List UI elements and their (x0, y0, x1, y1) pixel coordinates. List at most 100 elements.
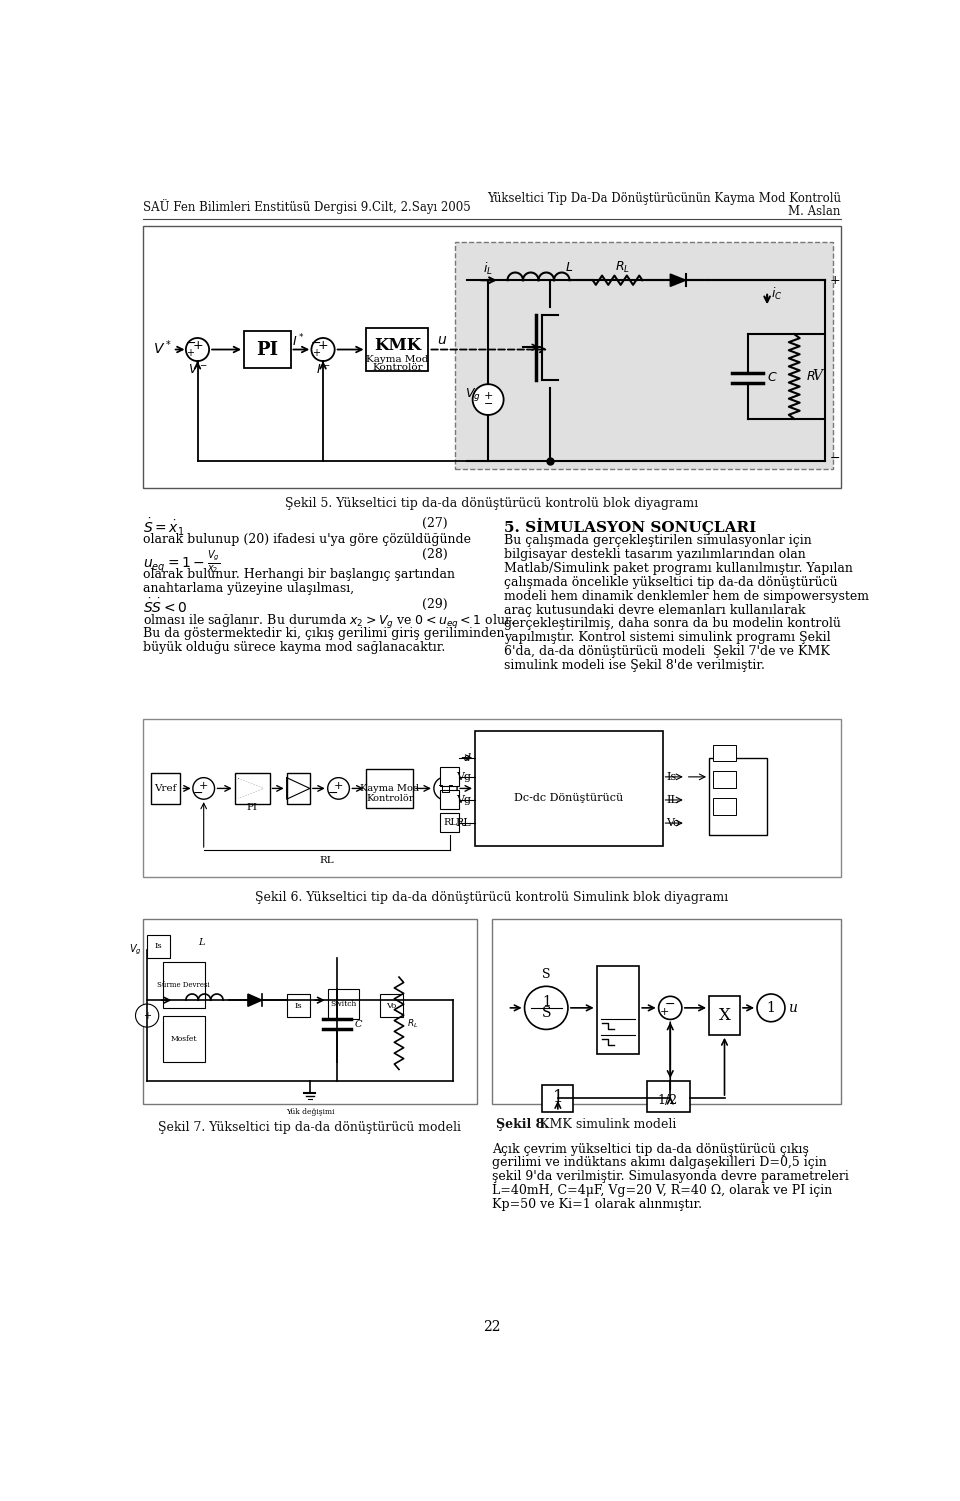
Text: gerçekleştirilmiş, daha sonra da bu modelin kontrolü: gerçekleştirilmiş, daha sonra da bu mode… (504, 617, 841, 630)
Bar (440, 814, 460, 833)
Text: araç kutusundaki devre elemanları kullanılarak: araç kutusundaki devre elemanları kullan… (504, 603, 805, 617)
Text: simulink modeli ise Şekil 8'de verilmiştir.: simulink modeli ise Şekil 8'de verilmişt… (504, 659, 764, 672)
Text: Bu çalışmada gerçekleştirilen simulasyonlar için: Bu çalışmada gerçekleştirilen simulasyon… (504, 534, 811, 548)
Bar (367, 327, 428, 371)
Bar (492, 919, 841, 1105)
Text: −: − (185, 336, 196, 350)
Text: M. Aslan: M. Aslan (788, 204, 841, 218)
Text: $i_L$: $i_L$ (483, 261, 493, 276)
Text: PI: PI (256, 341, 278, 359)
Bar (709, 997, 740, 1034)
Bar (440, 790, 460, 809)
Bar (647, 1081, 689, 1112)
Text: olarak bulunur. Herhangi bir başlangıç şartından: olarak bulunur. Herhangi bir başlangıç ş… (143, 569, 455, 581)
Text: +: + (192, 339, 203, 353)
Text: Vo: Vo (666, 818, 680, 829)
Bar (455, 242, 833, 468)
Text: KMK: KMK (373, 338, 421, 354)
Text: RL: RL (444, 818, 457, 827)
Text: RL: RL (455, 818, 471, 829)
Text: RL: RL (320, 856, 334, 865)
Text: Is: Is (666, 772, 677, 782)
Text: $I^-$: $I^-$ (316, 363, 330, 377)
Text: Açık çevrim yükseltici tip da-da dönüştürücü çıkış: Açık çevrim yükseltici tip da-da dönüştü… (492, 1142, 809, 1156)
Text: IL: IL (666, 796, 679, 805)
Text: Vref: Vref (155, 784, 177, 793)
Text: $R_L$: $R_L$ (614, 260, 630, 275)
Text: +: + (484, 390, 492, 401)
Text: Şekil 8.: Şekil 8. (496, 1118, 548, 1130)
Text: Şekil 7. Yükseltici tip da-da dönüştürücü modeli: Şekil 7. Yükseltici tip da-da dönüştürüc… (158, 1121, 462, 1135)
Text: u: u (788, 1001, 797, 1015)
Text: büyük olduğu sürece kayma mod sağlanacaktır.: büyük olduğu sürece kayma mod sağlanacak… (143, 641, 445, 653)
Circle shape (472, 384, 504, 414)
Text: +: + (186, 348, 195, 359)
Bar (143, 227, 841, 488)
Polygon shape (239, 779, 263, 797)
Text: PI: PI (247, 803, 257, 812)
Text: 22: 22 (483, 1319, 501, 1334)
Text: Dc-dc Dönüştürücü: Dc-dc Dönüştürücü (515, 793, 623, 803)
Text: X: X (719, 1007, 731, 1024)
Text: $u$: $u$ (437, 333, 446, 347)
Bar (475, 731, 662, 847)
Bar (162, 1016, 205, 1061)
Text: +: + (318, 339, 328, 353)
Bar (327, 989, 359, 1019)
Text: $I^*$: $I^*$ (292, 333, 304, 350)
Text: +: + (199, 781, 208, 791)
Text: $R_L$: $R_L$ (407, 1018, 419, 1030)
Bar (287, 773, 310, 805)
Text: $C$: $C$ (767, 371, 778, 384)
Text: Yükseltici Tip Da-Da Dönüştürücünün Kayma Mod Kontrolü: Yükseltici Tip Da-Da Dönüştürücünün Kaym… (487, 192, 841, 204)
Bar (143, 919, 476, 1105)
Text: Kp=50 ve Ki=1 olarak alınmıştır.: Kp=50 ve Ki=1 olarak alınmıştır. (492, 1198, 702, 1211)
Text: yapılmıştır. Kontrol sistemi simulink programı Şekil: yapılmıştır. Kontrol sistemi simulink pr… (504, 632, 830, 644)
Text: Mosfet: Mosfet (170, 1034, 197, 1043)
Text: S: S (542, 968, 550, 982)
Text: $V_g$: $V_g$ (129, 943, 142, 958)
Text: Kontrolör: Kontrolör (366, 794, 414, 803)
Text: L=40mH, C=4μF, Vg=20 V, R=40 Ω, olarak ve PI için: L=40mH, C=4μF, Vg=20 V, R=40 Ω, olarak v… (492, 1184, 832, 1198)
Text: 1: 1 (541, 995, 551, 1010)
Bar (596, 965, 639, 1054)
Text: Yük değişimi: Yük değişimi (286, 1108, 334, 1115)
Text: −: − (311, 336, 322, 350)
Bar (143, 719, 841, 877)
Text: Vg: Vg (456, 772, 471, 782)
Text: Kontrolör: Kontrolör (372, 363, 422, 372)
Circle shape (135, 1004, 158, 1027)
Text: $u_{eq} = 1-\frac{V_g}{x_2}$: $u_{eq} = 1-\frac{V_g}{x_2}$ (143, 548, 221, 576)
Text: (27): (27) (422, 518, 448, 530)
Text: C: C (355, 1019, 362, 1028)
Text: Bu da göstermektedir ki, çıkış gerilimi giriş geriliminden: Bu da göstermektedir ki, çıkış gerilimi … (143, 627, 505, 639)
Text: 1/2: 1/2 (658, 1094, 678, 1106)
Text: +: + (143, 1010, 151, 1021)
Text: Is: Is (155, 943, 162, 950)
Text: Vg: Vg (456, 796, 471, 805)
Text: −: − (665, 998, 676, 1010)
Text: L: L (198, 938, 204, 947)
Text: +: + (334, 781, 344, 791)
Text: Şekil 6. Yükseltici tip da-da dönüştürücü kontrolü Simulink blok diyagramı: Şekil 6. Yükseltici tip da-da dönüştürüc… (255, 890, 729, 904)
Text: 1: 1 (767, 1001, 776, 1015)
Text: V: V (812, 369, 822, 383)
Bar (709, 758, 767, 835)
Bar (147, 935, 170, 958)
Text: Is: Is (295, 1001, 302, 1010)
Text: $\dot{S}\dot{S} < 0$: $\dot{S}\dot{S} < 0$ (143, 597, 188, 615)
Text: şekil 9'da verilmiştir. Simulasyonda devre parametreleri: şekil 9'da verilmiştir. Simulasyonda dev… (492, 1171, 849, 1183)
Bar (713, 744, 736, 761)
Bar (440, 767, 460, 787)
Text: $i_C$: $i_C$ (771, 287, 782, 302)
Text: $R$: $R$ (805, 369, 815, 383)
Bar (379, 994, 403, 1018)
Text: (28): (28) (422, 548, 448, 561)
Bar (244, 332, 291, 368)
Text: −: − (328, 787, 338, 800)
Text: d: d (464, 752, 471, 763)
Text: −: − (193, 787, 204, 800)
Text: 5. SİMULASYON SONUÇLARI: 5. SİMULASYON SONUÇLARI (504, 518, 756, 534)
Text: $V^*$: $V^*$ (154, 339, 172, 357)
Text: KMK simulink modeli: KMK simulink modeli (537, 1118, 677, 1130)
